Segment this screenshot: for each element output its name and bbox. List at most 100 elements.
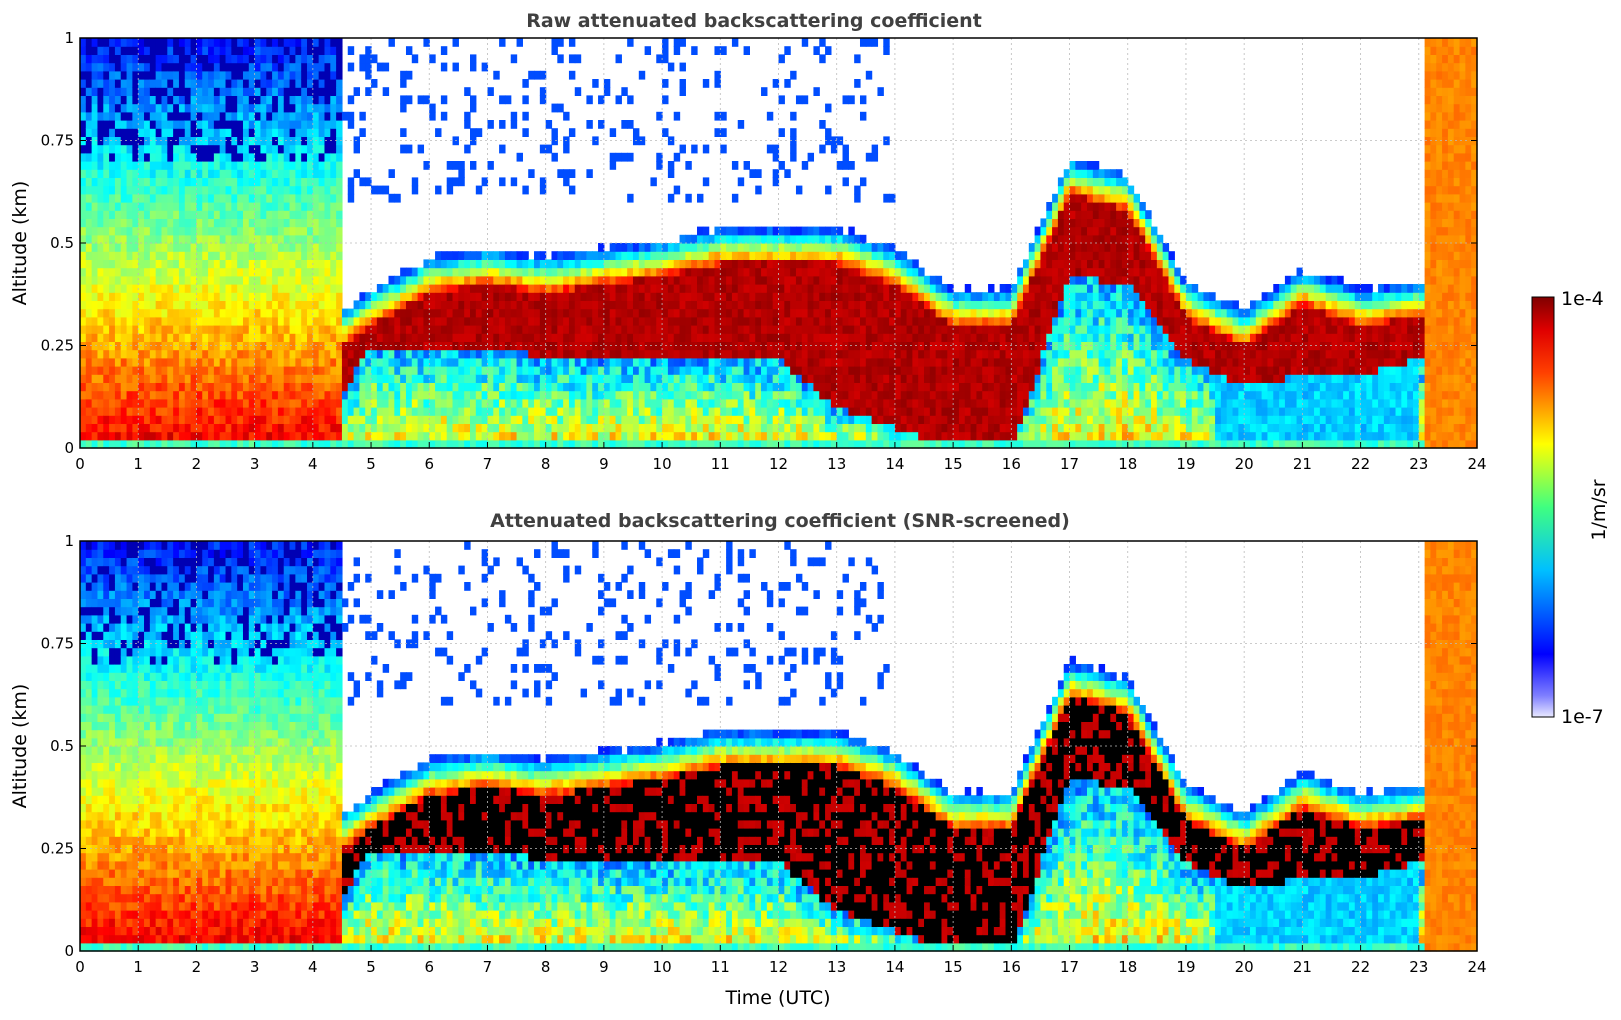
heatmap-cell [737, 300, 745, 310]
heatmap-cell [91, 275, 99, 285]
heatmap-cell [731, 398, 739, 408]
heatmap-cell [836, 333, 844, 342]
heatmap-cell [318, 144, 326, 154]
heatmap-cell [411, 300, 419, 310]
heatmap-cell [825, 439, 832, 449]
heatmap-cell [673, 382, 681, 392]
heatmap-cell [173, 243, 180, 252]
heatmap-cell [190, 54, 198, 64]
heatmap-cell [283, 111, 291, 121]
heatmap-cell [510, 415, 518, 424]
heatmap-cell [586, 357, 593, 367]
heatmap-cell [103, 169, 110, 178]
heatmap-cell [376, 431, 384, 441]
heatmap-cell [324, 185, 331, 195]
heatmap-cell [766, 366, 774, 375]
heatmap-cell [120, 111, 128, 121]
heatmap-cell [347, 177, 355, 187]
heatmap-cell [248, 316, 256, 326]
heatmap-cell [801, 300, 809, 310]
heatmap-cell [248, 341, 256, 351]
heatmap-cell [848, 234, 855, 244]
heatmap-cell [464, 398, 471, 408]
heatmap-cell [644, 398, 652, 408]
heatmap-cell [318, 161, 326, 170]
heatmap-cell [208, 70, 215, 80]
heatmap-cell [906, 382, 913, 392]
heatmap-cell [184, 54, 192, 64]
heatmap-cell [312, 210, 320, 219]
heatmap-cell [242, 251, 250, 260]
heatmap-cell [854, 390, 861, 400]
heatmap-cell [213, 46, 221, 55]
heatmap-cell [184, 218, 192, 228]
heatmap-cell [109, 128, 116, 137]
heatmap-cell [225, 284, 232, 293]
heatmap-cell [272, 218, 279, 228]
heatmap-cell [877, 243, 884, 252]
heatmap-cell [726, 243, 733, 252]
heatmap-cell [714, 234, 721, 244]
heatmap-cell [819, 415, 826, 424]
heatmap-cell [324, 325, 331, 334]
heatmap-cell [80, 407, 87, 416]
heatmap-cell [499, 390, 506, 400]
heatmap-cell [405, 308, 413, 318]
heatmap-cell [592, 390, 599, 400]
heatmap-cell [336, 152, 343, 162]
heatmap-cell [388, 349, 395, 359]
heatmap-cell [336, 300, 343, 310]
heatmap-cell [720, 423, 727, 433]
heatmap-cell [761, 292, 768, 301]
heatmap-cell [237, 54, 244, 64]
heatmap-cell [289, 333, 296, 342]
heatmap-cell [481, 267, 489, 277]
heatmap-cell [231, 382, 238, 392]
heatmap-cell [487, 431, 494, 441]
heatmap-cell [726, 234, 733, 244]
heatmap-cell [499, 251, 506, 260]
heatmap-cell [336, 267, 343, 277]
heatmap-cell [900, 275, 908, 285]
heatmap-cell [202, 144, 209, 154]
heatmap-cell [592, 316, 599, 326]
heatmap-cell [312, 423, 320, 433]
heatmap-cell [830, 349, 838, 359]
heatmap-cell [91, 267, 99, 277]
heatmap-cell [522, 111, 529, 121]
heatmap-cell [504, 316, 512, 326]
heatmap-cell [475, 415, 483, 424]
heatmap-cell [126, 95, 133, 105]
heatmap-cell [475, 300, 483, 310]
heatmap-cell [254, 431, 262, 441]
heatmap-cell [603, 284, 611, 293]
heatmap-cell [126, 349, 133, 359]
heatmap-cell [114, 54, 122, 64]
heatmap-cell [836, 398, 844, 408]
heatmap-cell [615, 275, 622, 285]
heatmap-cell [184, 128, 192, 137]
heatmap-cell [85, 325, 93, 334]
heatmap-cell [225, 341, 232, 351]
heatmap-cell [528, 267, 535, 277]
heatmap-cell [260, 79, 267, 88]
heatmap-cell [208, 300, 215, 310]
heatmap-cell [295, 292, 302, 301]
heatmap-cell [883, 357, 890, 367]
heatmap-cell [120, 357, 128, 367]
heatmap-cell [504, 300, 512, 310]
heatmap-cell [237, 333, 244, 342]
heatmap-cell [429, 415, 436, 424]
heatmap-cell [807, 439, 815, 449]
heatmap-cell [109, 341, 116, 351]
heatmap-cell [155, 333, 163, 342]
heatmap-cell [341, 407, 349, 416]
heatmap-cell [603, 349, 611, 359]
heatmap-cell [97, 308, 104, 318]
heatmap-cell [534, 357, 541, 367]
heatmap-cell [277, 349, 285, 359]
heatmap-cell [126, 366, 133, 375]
heatmap-cell [807, 152, 815, 162]
heatmap-cell [720, 349, 727, 359]
heatmap-cell [237, 152, 244, 162]
